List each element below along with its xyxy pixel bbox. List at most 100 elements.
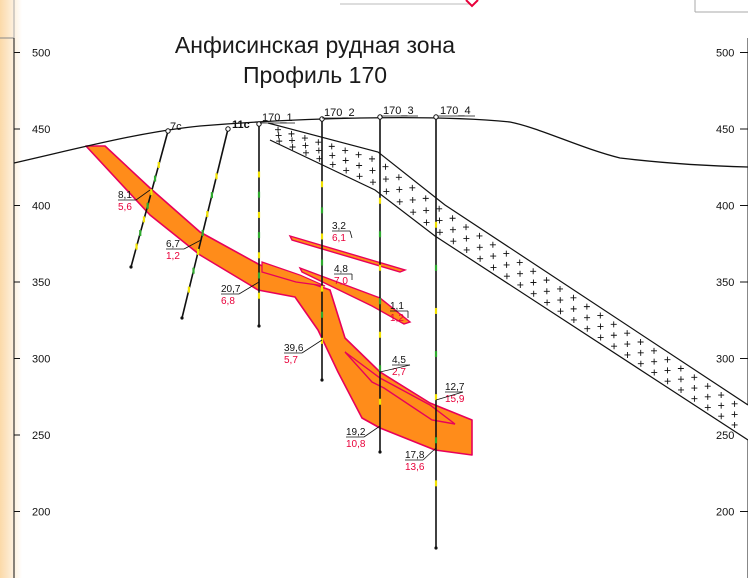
dike-cross (436, 229, 443, 236)
ore-lens-1 (288, 234, 408, 273)
dike-cross (651, 358, 658, 365)
dike-cross (611, 343, 618, 350)
dike-cross (383, 188, 390, 195)
dike-cross (597, 334, 604, 341)
intercept-grade: 13,6 (405, 462, 425, 473)
dike-cross (328, 143, 335, 150)
y-tick-label: 350 (716, 277, 734, 289)
borehole-end (180, 316, 184, 320)
dike-cross (718, 402, 725, 409)
dike-cross (718, 413, 725, 420)
dike-cross (382, 176, 389, 183)
dike-cross (449, 226, 456, 233)
dike-cross (476, 232, 483, 239)
intercept-leader (301, 339, 323, 354)
intercept-grade: 1,2 (390, 313, 404, 324)
dike-cross (476, 244, 483, 251)
borehole-label: 170_1 (262, 112, 293, 124)
dike-cross (410, 209, 417, 216)
y-tick-label: 400 (32, 201, 50, 213)
dike-cross (356, 173, 363, 180)
dike-cross (463, 224, 470, 231)
ore-bodies (85, 145, 473, 456)
dike-cross (382, 163, 389, 170)
dike-cross (289, 137, 296, 144)
intercept-thickness: 8,1 (118, 190, 132, 201)
dike-cross (503, 261, 510, 268)
y-tick-label: 250 (32, 430, 50, 442)
dike-cross (610, 321, 617, 328)
y-tick-label: 200 (32, 507, 50, 519)
dike-cross (450, 238, 457, 245)
intercept-grade: 10,8 (346, 439, 366, 450)
ore-branch-lower (344, 351, 456, 425)
dike-cross (557, 308, 564, 315)
dike-cross (570, 294, 577, 301)
dike-cross (302, 149, 309, 156)
dike-cross (651, 347, 658, 354)
intercept-grade: 5,6 (118, 202, 132, 213)
dike-cross (543, 277, 550, 284)
borehole-end (320, 378, 324, 382)
intercept-thickness: 1,1 (390, 301, 404, 312)
dike-cross (677, 365, 684, 372)
dike-cross (490, 264, 497, 271)
borehole-collar (433, 114, 439, 120)
dike-cross (543, 288, 550, 295)
borehole-collar (256, 121, 262, 127)
dike-cross (704, 404, 711, 411)
right-elevation-axis: 500 450 400 350 300 250 200 (716, 38, 748, 578)
dike-cross (275, 132, 282, 139)
dike-cross (369, 179, 376, 186)
y-tick-label: 450 (716, 124, 734, 136)
y-tick-label: 500 (716, 48, 734, 60)
intercept-thickness: 19,2 (346, 427, 366, 438)
dike-cross (530, 268, 537, 275)
dike-cross (624, 330, 631, 337)
dike-cross (423, 219, 430, 226)
y-tick-label: 400 (716, 201, 734, 213)
dike-cross (276, 138, 283, 145)
intercept-leader (435, 391, 464, 401)
dike-cross (490, 253, 497, 260)
dike-cross (342, 147, 349, 154)
dike-cross (691, 374, 698, 381)
dike-cross (517, 281, 524, 288)
intercept-thickness: 4,5 (392, 355, 406, 366)
dike-cross (315, 147, 322, 154)
intercept-grade: 15,9 (445, 394, 465, 405)
dike-cross (463, 246, 470, 253)
y-tick-label: 250 (716, 430, 734, 442)
borehole-trace (181, 128, 229, 319)
dike-cross (557, 297, 564, 304)
dike-cross (503, 273, 510, 280)
intercept-leader (238, 281, 260, 295)
intercept-annotations: 8,15,66,71,220,76,839,65,73,26,14,87,01,… (118, 189, 465, 473)
dike-cross (355, 151, 362, 158)
dike-cross (463, 235, 470, 242)
intercept-grade: 1,2 (166, 251, 180, 262)
left-elevation-axis: 500 450 400 350 300 250 200 (13, 38, 50, 578)
ore-lens-3 (261, 261, 326, 287)
intercept-leader (349, 230, 353, 239)
dike-cross (422, 195, 429, 202)
dike-cross (570, 305, 577, 312)
dike-cross (624, 341, 631, 348)
dike-upper-contact (267, 122, 748, 406)
intercept-grade: 7,0 (334, 276, 348, 287)
dike-cross (396, 198, 403, 205)
dike-cross (664, 367, 671, 374)
dike-cross-pattern (275, 126, 738, 428)
dike-cross (356, 162, 363, 169)
borehole-label: 170_2 (324, 107, 355, 119)
dike-cross (396, 186, 403, 193)
borehole-end (378, 450, 382, 454)
boreholes (129, 114, 439, 550)
dike-cross (637, 360, 644, 367)
dike-cross (369, 155, 376, 162)
borehole-end (257, 324, 261, 328)
dike-cross (597, 312, 604, 319)
dike-cross (343, 167, 350, 174)
dike-cross (342, 157, 349, 164)
top-red-mark (465, 0, 479, 8)
